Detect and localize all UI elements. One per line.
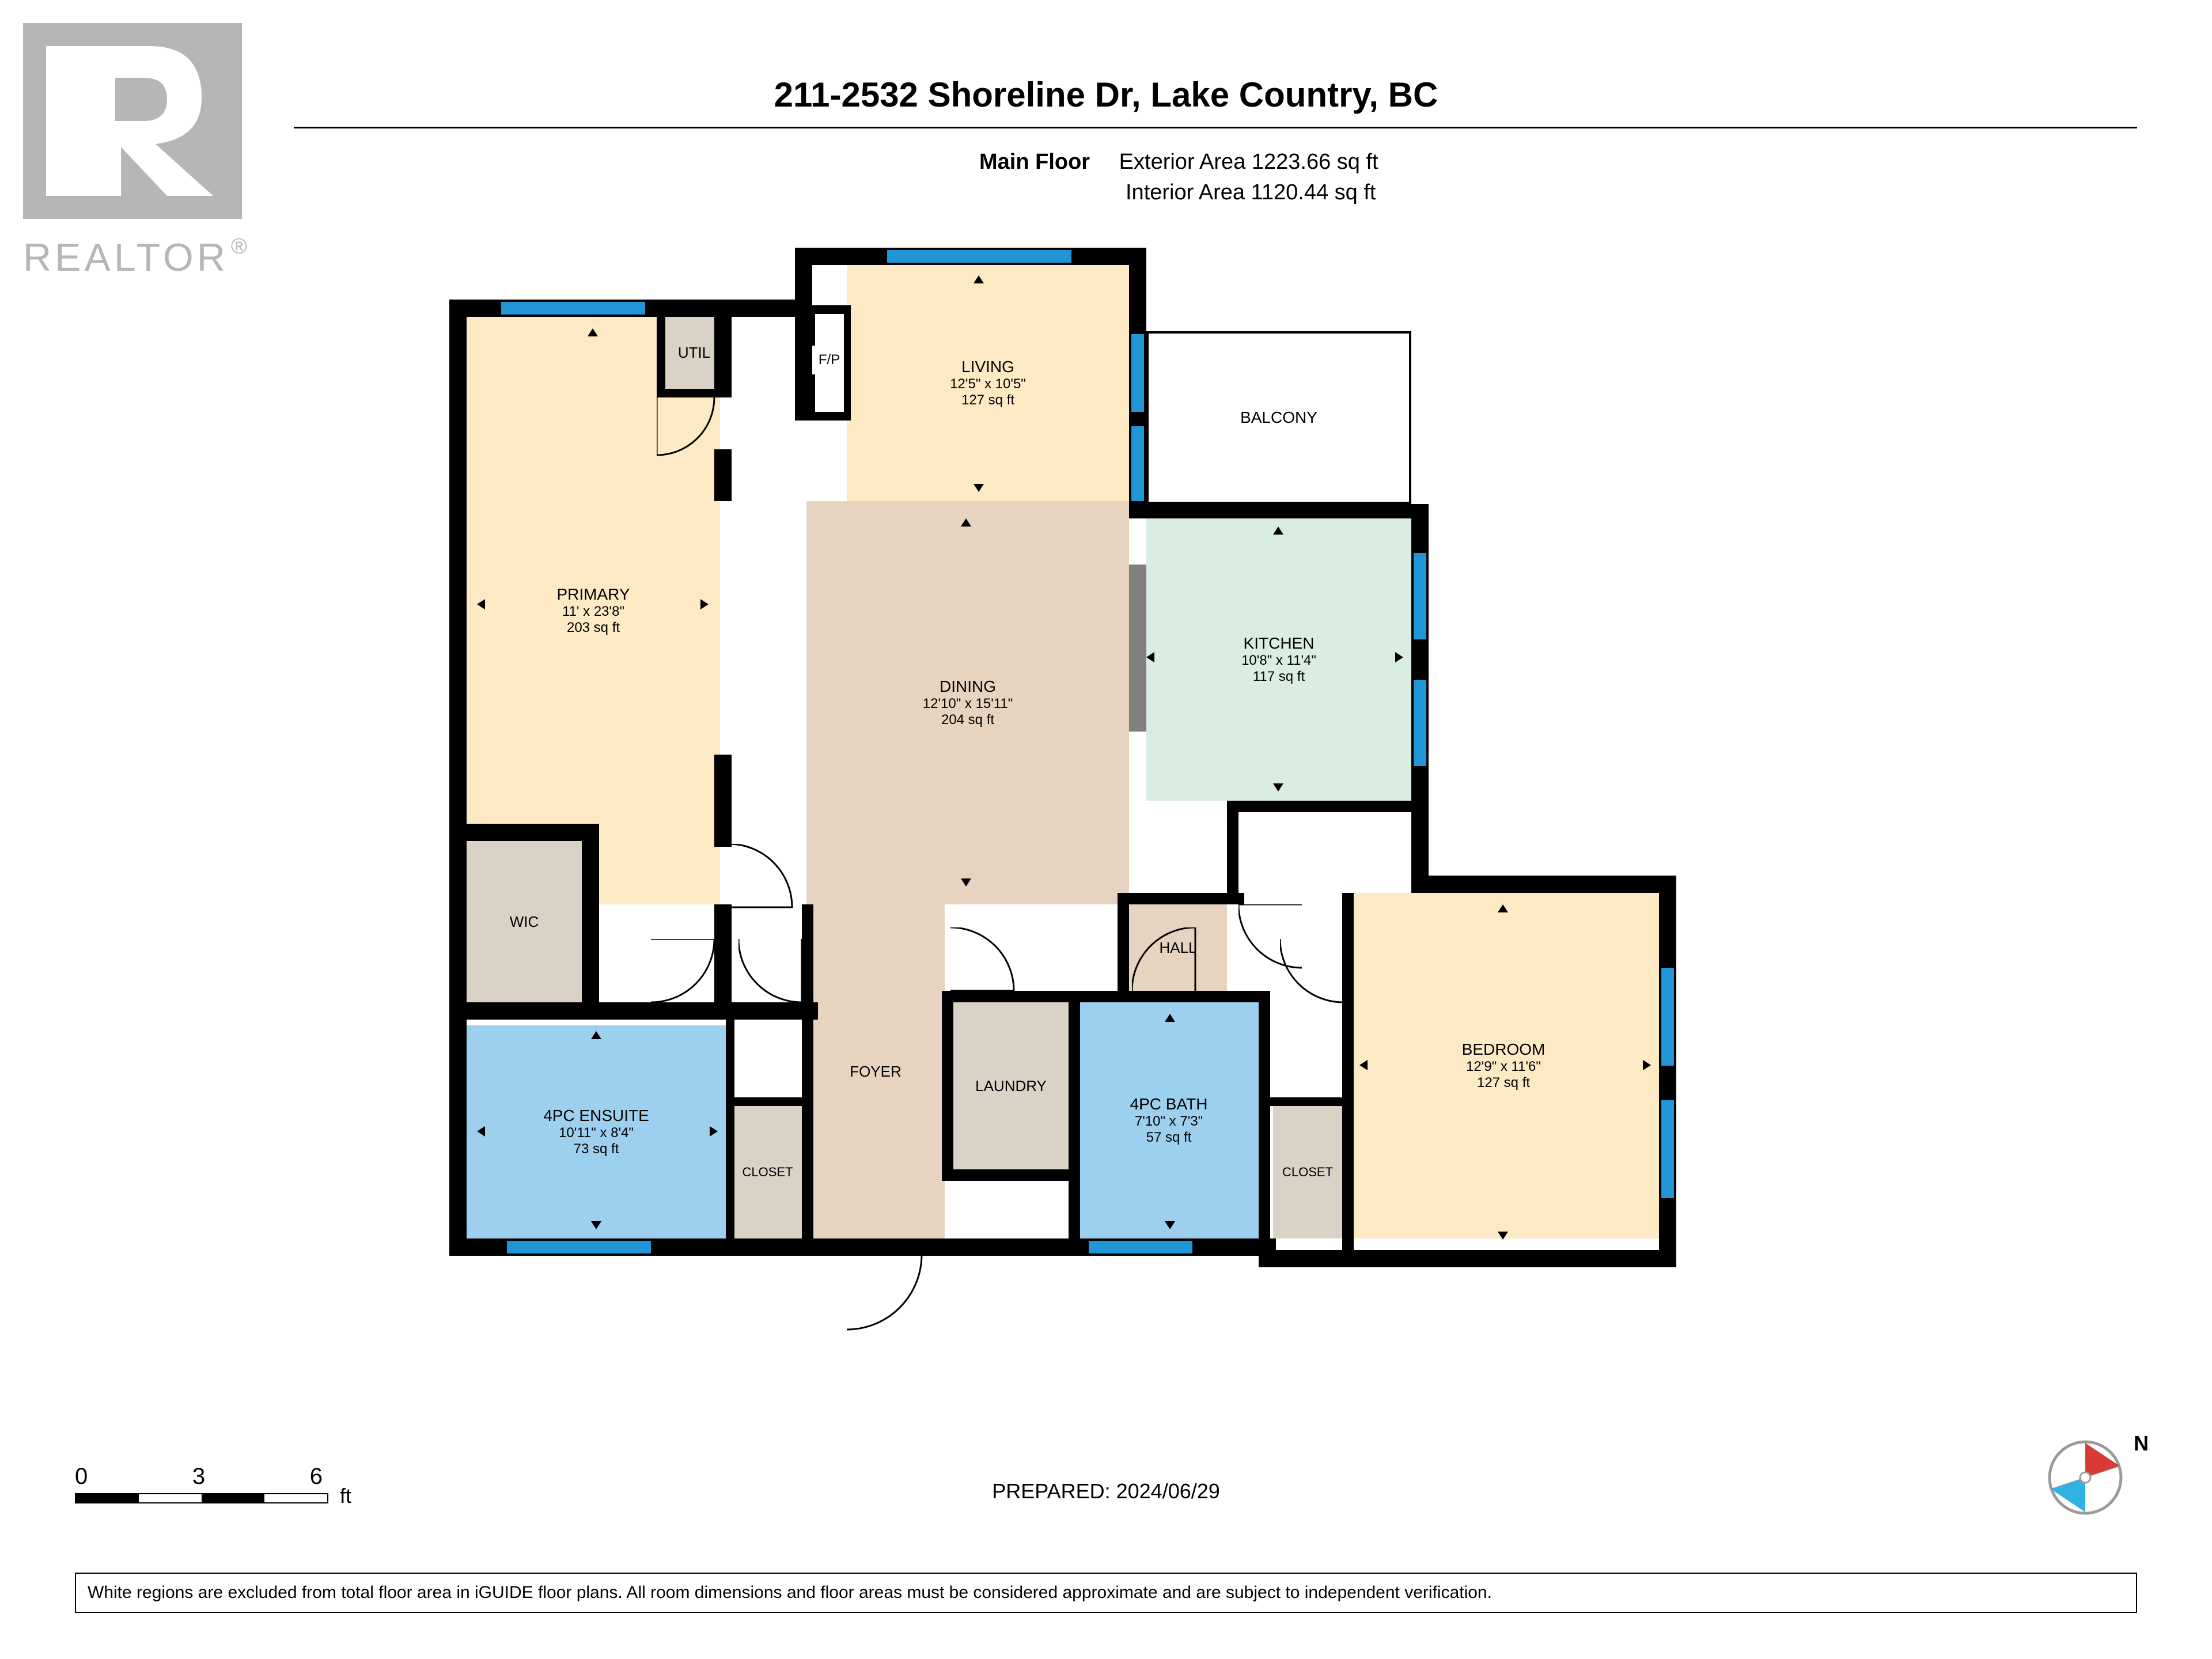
floor-info: Main Floor Exterior Area 1223.66 sq ft I… [979, 150, 1378, 211]
disclaimer-text: White regions are excluded from total fl… [88, 1583, 1492, 1602]
room-kitchen-name: KITCHEN [1244, 634, 1315, 653]
room-closet2-name: CLOSET [1282, 1165, 1333, 1180]
room-kitchen-sqft: 117 sq ft [1253, 669, 1305, 685]
room-wic-name: WIC [510, 913, 539, 931]
room-dining-name: DINING [940, 677, 996, 696]
disclaimer: White regions are excluded from total fl… [75, 1573, 2137, 1613]
room-util-name: UTIL [678, 344, 710, 362]
scale-2: 6 [259, 1464, 323, 1490]
room-bedroom: BEDROOM 12'9" x 11'6" 127 sq ft [1348, 893, 1659, 1238]
room-living-sqft: 127 sq ft [961, 392, 1014, 408]
interior-area: Interior Area 1120.44 sq ft [1126, 180, 1376, 204]
room-foyer-name: FOYER [850, 1063, 902, 1081]
room-kitchen-dim: 10'8" x 11'4" [1241, 653, 1316, 669]
room-fp: F/P [813, 323, 845, 397]
room-living-dim: 12'5" x 10'5" [950, 376, 1026, 392]
scale-0: 0 [75, 1464, 138, 1490]
room-closet1-name: CLOSET [742, 1165, 793, 1180]
title-rule [294, 127, 2137, 128]
room-fp-name: F/P [819, 352, 840, 368]
room-bedroom-sqft: 127 sq ft [1477, 1075, 1530, 1091]
scale-bar: 0 3 6 ft [75, 1464, 328, 1503]
room-foyer: FOYER [806, 904, 945, 1238]
room-bedroom-name: BEDROOM [1462, 1040, 1546, 1059]
scale-1: 3 [138, 1464, 259, 1490]
logo-text: REALTOR [23, 236, 229, 279]
room-primary-sqft: 203 sq ft [567, 620, 620, 636]
compass-icon: N [2045, 1437, 2126, 1521]
room-dining-dim: 12'10" x 15'11" [923, 696, 1013, 712]
exterior-area: Exterior Area 1223.66 sq ft [1119, 150, 1378, 174]
room-bath: 4PC BATH 7'10" x 7'3" 57 sq ft [1077, 1002, 1260, 1238]
svg-text:REALTOR®: REALTOR® [23, 234, 251, 279]
room-laundry-name: LAUNDRY [975, 1077, 1047, 1095]
room-bath-dim: 7'10" x 7'3" [1135, 1113, 1203, 1130]
floor-label: Main Floor [979, 150, 1090, 175]
realtor-logo: REALTOR® [23, 23, 300, 282]
room-bedroom-dim: 12'9" x 11'6" [1466, 1059, 1541, 1075]
prepared-date: PREPARED: 2024/06/29 [992, 1479, 1220, 1503]
compass-n: N [2134, 1431, 2149, 1456]
room-living: LIVING 12'5" x 10'5" 127 sq ft [847, 265, 1129, 501]
room-closet1: CLOSET [732, 1106, 804, 1238]
scale-unit: ft [340, 1484, 351, 1508]
page-title: 211-2532 Shoreline Dr, Lake Country, BC [774, 75, 1438, 115]
room-primary-dim: 11' x 23'8" [562, 604, 624, 620]
room-ensuite-dim: 10'11" x 8'4" [559, 1125, 634, 1141]
room-dining: DINING 12'10" x 15'11" 204 sq ft [806, 501, 1129, 904]
room-ensuite-name: 4PC ENSUITE [543, 1107, 649, 1125]
room-bath-sqft: 57 sq ft [1146, 1130, 1192, 1146]
room-closet2: CLOSET [1273, 1106, 1342, 1238]
room-balcony: BALCONY [1146, 331, 1411, 504]
room-primary-name: PRIMARY [556, 585, 630, 604]
room-wic: WIC [467, 841, 582, 1002]
room-ensuite-sqft: 73 sq ft [574, 1141, 619, 1157]
logo-reg: ® [231, 234, 251, 259]
room-kitchen: KITCHEN 10'8" x 11'4" 117 sq ft [1146, 518, 1411, 801]
room-balcony-name: BALCONY [1240, 408, 1317, 427]
room-living-name: LIVING [961, 358, 1014, 376]
floor-plan: PRIMARY 11' x 23'8" 203 sq ft UTIL F/P L… [449, 248, 1797, 1331]
room-dining-sqft: 204 sq ft [941, 712, 994, 728]
room-laundry: LAUNDRY [950, 1002, 1071, 1169]
room-ensuite: 4PC ENSUITE 10'11" x 8'4" 73 sq ft [467, 1025, 726, 1238]
room-bath-name: 4PC BATH [1130, 1095, 1208, 1113]
